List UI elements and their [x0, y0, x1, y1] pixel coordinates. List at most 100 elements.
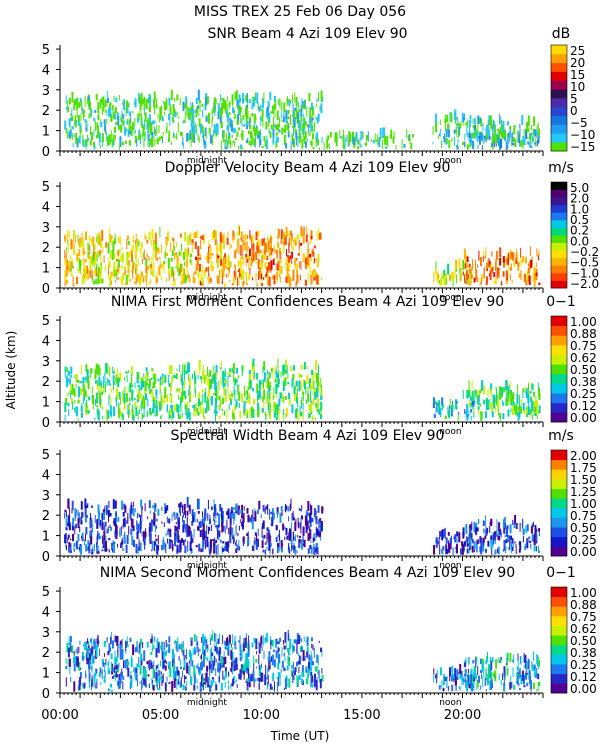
heatmap-cell	[84, 390, 87, 397]
heatmap-cell	[160, 645, 162, 650]
heatmap-cell	[70, 645, 72, 653]
heatmap-cell	[92, 524, 94, 533]
heatmap-cell	[102, 509, 105, 513]
heatmap-cell	[267, 390, 269, 402]
colorbar-segment	[551, 393, 567, 404]
heatmap-cell	[266, 546, 268, 551]
heatmap-cell	[85, 504, 88, 509]
heatmap-cell	[289, 549, 291, 554]
heatmap-cell	[185, 685, 187, 691]
heatmap-cell	[320, 389, 323, 401]
heatmap-cell	[281, 548, 284, 553]
heatmap-cell	[67, 133, 69, 139]
heatmap-cell	[520, 140, 521, 144]
heatmap-cell	[243, 409, 245, 416]
heatmap-cell	[308, 92, 311, 102]
heatmap-cell	[251, 252, 253, 262]
heatmap-cell	[466, 389, 469, 399]
heatmap-cell	[84, 251, 86, 254]
heatmap-cell	[370, 138, 372, 143]
heatmap-cell	[108, 514, 109, 523]
heatmap-cell	[65, 106, 68, 110]
heatmap-cell	[179, 364, 181, 373]
heatmap-cell	[254, 256, 256, 263]
heatmap-cell	[254, 511, 257, 522]
heatmap-cell	[190, 549, 193, 554]
heatmap-cell	[308, 378, 311, 389]
heatmap-cell	[475, 389, 478, 399]
heatmap-cell	[178, 412, 179, 420]
colorbar-segment	[551, 250, 567, 259]
heatmap-cell	[180, 659, 182, 666]
heatmap-cell	[110, 387, 112, 393]
heatmap-cell	[263, 256, 266, 260]
heatmap-cell	[285, 226, 288, 237]
heatmap-cell	[182, 384, 184, 395]
heatmap-cell	[220, 360, 222, 370]
heatmap-cell	[162, 132, 164, 136]
heatmap-cell	[141, 135, 143, 139]
heatmap-cell	[152, 408, 154, 413]
heatmap-cell	[222, 371, 225, 382]
heatmap-cell	[247, 255, 250, 261]
heatmap-cell	[493, 281, 496, 284]
heatmap-cell	[178, 503, 181, 508]
heatmap-cell	[229, 280, 231, 283]
heatmap-cell	[235, 90, 238, 101]
heatmap-cell	[169, 414, 172, 419]
heatmap-cell	[494, 124, 497, 135]
heatmap-cell	[83, 376, 85, 386]
heatmap-cell	[81, 106, 83, 115]
heatmap-cell	[456, 145, 458, 150]
heatmap-cell	[87, 540, 90, 545]
heatmap-cell	[143, 96, 146, 104]
heatmap-cell	[112, 499, 115, 510]
heatmap-cell	[466, 536, 468, 543]
heatmap-cell	[160, 416, 161, 419]
heatmap-cell	[233, 507, 236, 510]
heatmap-cell	[280, 371, 282, 378]
heatmap-cell	[456, 531, 459, 537]
heatmap-cell	[510, 535, 513, 540]
heatmap-cell	[530, 543, 532, 549]
colorbar-segment	[551, 124, 567, 134]
heatmap-cell	[174, 375, 177, 378]
heatmap-cell	[311, 415, 314, 421]
heatmap-cell	[471, 545, 474, 553]
heatmap-cell	[279, 251, 282, 260]
heatmap-cell	[127, 273, 130, 278]
colorbar-tick-label: −10	[570, 128, 595, 142]
heatmap-cell	[106, 378, 108, 386]
heatmap-cell	[281, 510, 283, 516]
heatmap-cell	[83, 400, 85, 405]
heatmap-cell	[213, 392, 216, 395]
heatmap-cell	[229, 135, 231, 145]
y-tick-label: 5	[42, 314, 50, 329]
heatmap-cell	[482, 541, 485, 552]
heatmap-cell	[147, 128, 149, 140]
heatmap-cell	[85, 653, 88, 661]
heatmap-cell	[505, 139, 508, 143]
heatmap-cell	[208, 116, 210, 124]
heatmap-cell	[117, 125, 120, 130]
heatmap-cell	[136, 138, 138, 147]
heatmap-cell	[64, 414, 66, 421]
heatmap-cell	[230, 140, 231, 148]
heatmap-cell	[89, 530, 91, 539]
heatmap-cell	[108, 660, 110, 667]
heatmap-cell	[350, 132, 352, 142]
heatmap-cell	[103, 255, 105, 263]
heatmap-cell	[183, 268, 185, 275]
heatmap-cell	[105, 541, 107, 552]
heatmap-cell	[123, 376, 125, 381]
heatmap-cell	[527, 392, 530, 400]
heatmap-cell	[145, 107, 148, 110]
heatmap-cell	[457, 143, 459, 150]
heatmap-cell	[161, 544, 164, 550]
heatmap-cell	[202, 393, 204, 405]
heatmap-cell	[150, 266, 152, 273]
heatmap-cell	[272, 258, 275, 265]
heatmap-cell	[169, 130, 171, 137]
heatmap-cell	[73, 237, 75, 247]
